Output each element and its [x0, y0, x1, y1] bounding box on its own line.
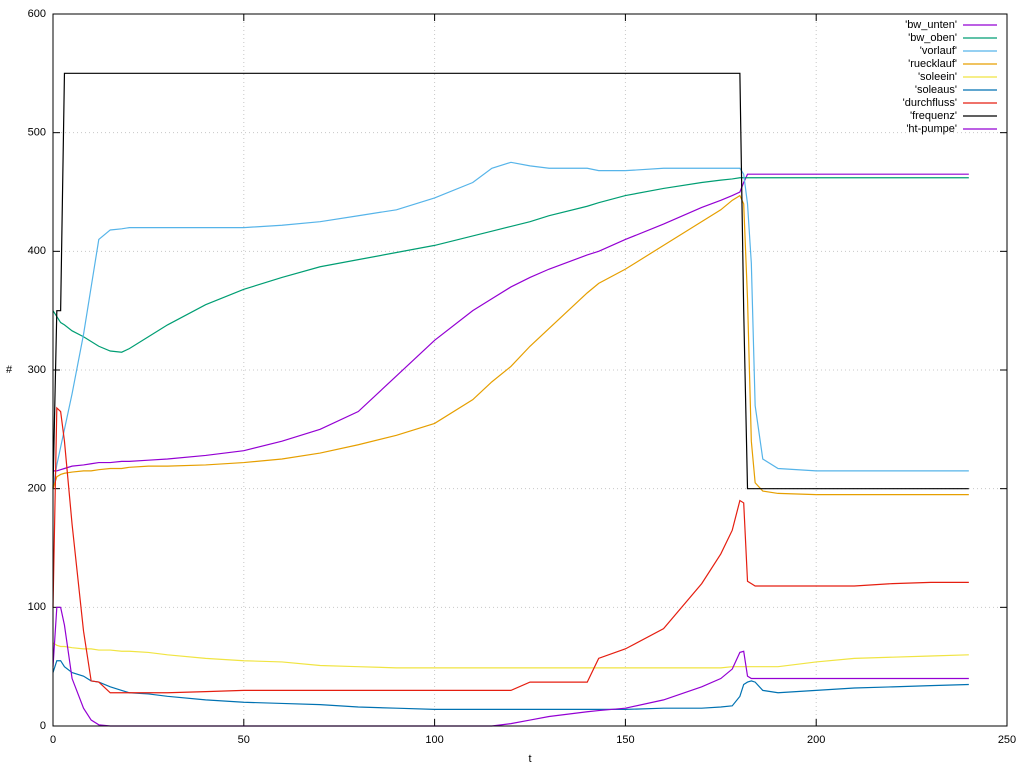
legend-label: 'bw_oben': [908, 32, 957, 44]
y-tick-label: 600: [28, 8, 46, 20]
y-tick-label: 100: [28, 601, 46, 613]
y-tick-label: 200: [28, 483, 46, 495]
series-line: [52, 177, 969, 353]
legend-label: 'soleein': [918, 71, 957, 83]
x-tick-label: 0: [50, 734, 56, 746]
series-line: [52, 194, 969, 496]
legend-label: 'ht-pumpe': [906, 123, 957, 135]
x-tick-label: 250: [998, 734, 1016, 746]
series-line: [52, 642, 969, 669]
x-tick-label: 200: [807, 734, 825, 746]
y-tick-label: 400: [28, 245, 46, 257]
x-tick-label: 100: [425, 734, 443, 746]
legend-label: 'bw_unten': [905, 19, 957, 31]
series-line: [52, 606, 969, 727]
series-line: [52, 161, 969, 489]
x-tick-label: 50: [238, 734, 250, 746]
series-line: [52, 406, 969, 694]
x-tick-label: 150: [616, 734, 634, 746]
series-line: [53, 173, 969, 472]
y-tick-label: 500: [28, 127, 46, 139]
y-tick-label: 300: [28, 364, 46, 376]
legend-label: 'vorlauf': [920, 45, 957, 57]
x-axis-label: t: [528, 753, 531, 765]
legend-label: 'soleaus': [915, 84, 957, 96]
y-tick-label: 0: [40, 720, 46, 732]
series-line: [52, 72, 969, 490]
legend-label: 'frequenz': [910, 110, 957, 122]
legend-label: 'ruecklauf': [908, 58, 957, 70]
legend-label: 'durchfluss': [903, 97, 957, 109]
series-line: [52, 660, 969, 710]
y-axis-label: #: [6, 364, 13, 376]
plot-frame: [52, 13, 1008, 727]
